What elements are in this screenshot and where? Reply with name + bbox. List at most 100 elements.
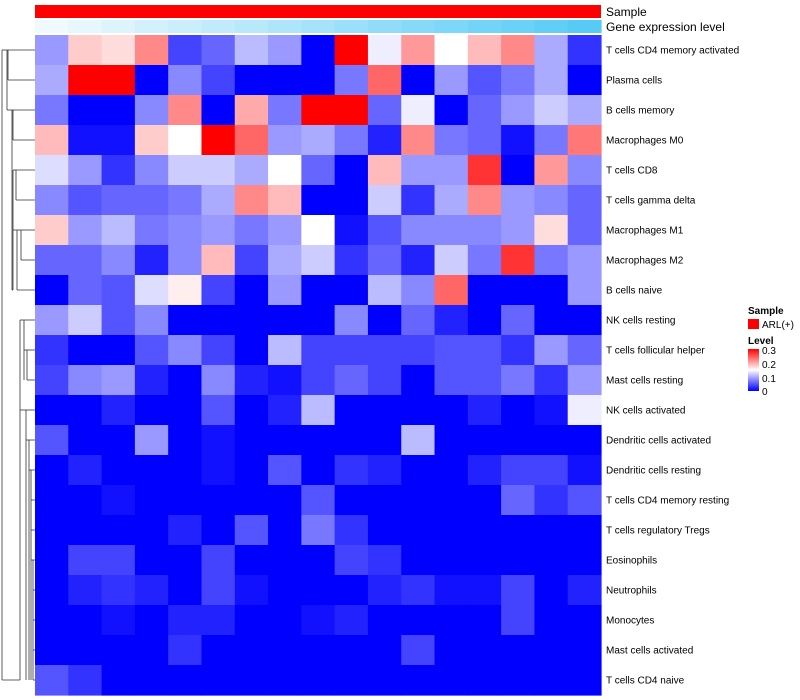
heatmap-cell xyxy=(401,485,436,516)
heatmap-cell xyxy=(567,245,602,276)
legend-sample-title: Sample xyxy=(748,306,784,317)
heatmap-cell xyxy=(134,305,169,336)
heatmap-cell xyxy=(201,275,236,306)
row-label: T cells CD4 memory resting xyxy=(606,496,729,507)
heatmap-cell xyxy=(467,395,502,426)
heatmap-cell xyxy=(401,605,436,636)
heatmap-cell xyxy=(434,635,469,666)
heatmap-cell xyxy=(35,485,69,516)
heatmap-cell xyxy=(101,605,136,636)
heatmap-cell xyxy=(68,575,103,606)
heatmap-cell xyxy=(201,305,236,336)
heatmap-cell xyxy=(401,665,436,696)
heatmap-cell xyxy=(467,335,502,366)
heatmap-cell xyxy=(367,155,402,186)
heatmap-cell xyxy=(367,335,402,366)
heatmap-cell xyxy=(68,635,103,666)
heatmap-cell xyxy=(35,395,69,426)
heatmap-cell xyxy=(434,95,469,126)
heatmap-cell xyxy=(501,65,536,96)
heatmap-cell xyxy=(567,65,602,96)
heatmap-cell xyxy=(367,515,402,546)
heatmap-cell xyxy=(334,395,369,426)
expression-annotation-cell xyxy=(401,20,436,33)
heatmap-cell xyxy=(434,395,469,426)
heatmap-cell xyxy=(467,215,502,246)
expression-annotation-label: Gene expression level xyxy=(606,20,725,34)
heatmap-cell xyxy=(401,155,436,186)
heatmap-cell xyxy=(301,425,336,456)
heatmap-cell xyxy=(134,635,169,666)
heatmap-cell xyxy=(234,35,269,66)
heatmap-cell xyxy=(567,185,602,216)
heatmap-cell xyxy=(35,335,69,366)
heatmap-cell xyxy=(68,455,103,486)
heatmap-cell xyxy=(434,455,469,486)
heatmap-cells xyxy=(35,35,602,696)
heatmap-cell xyxy=(501,605,536,636)
heatmap-cell xyxy=(534,185,569,216)
heatmap-cell xyxy=(334,95,369,126)
heatmap-cell xyxy=(467,665,502,696)
heatmap-cell xyxy=(401,245,436,276)
heatmap-cell xyxy=(201,125,236,156)
heatmap-cell xyxy=(35,275,69,306)
heatmap-cell xyxy=(301,245,336,276)
heatmap-cell xyxy=(501,95,536,126)
heatmap-cell xyxy=(567,155,602,186)
heatmap-cell xyxy=(334,335,369,366)
heatmap-cell xyxy=(401,395,436,426)
heatmap-cell xyxy=(434,245,469,276)
legend-level-tick: 0.2 xyxy=(762,360,776,371)
heatmap-cell xyxy=(234,365,269,396)
heatmap-cell xyxy=(35,575,69,606)
heatmap-cell xyxy=(134,455,169,486)
heatmap-cell xyxy=(334,545,369,576)
heatmap-cell xyxy=(301,665,336,696)
heatmap-cell xyxy=(501,635,536,666)
heatmap-cell xyxy=(334,485,369,516)
row-label: B cells naive xyxy=(606,286,663,297)
heatmap-cell xyxy=(334,635,369,666)
heatmap-cell xyxy=(168,515,203,546)
heatmap-cell xyxy=(168,215,203,246)
expression-annotation-cell xyxy=(168,20,203,33)
heatmap-cell xyxy=(68,305,103,336)
expression-annotation-cell xyxy=(434,20,469,33)
heatmap-cell xyxy=(367,575,402,606)
heatmap-cell xyxy=(334,515,369,546)
heatmap-cell xyxy=(301,455,336,486)
heatmap-cell xyxy=(68,65,103,96)
heatmap-cell xyxy=(467,305,502,336)
heatmap-cell xyxy=(401,95,436,126)
heatmap-cell xyxy=(334,245,369,276)
heatmap-cell xyxy=(534,545,569,576)
heatmap-cell xyxy=(301,605,336,636)
heatmap-cell xyxy=(401,335,436,366)
row-label: Mast cells activated xyxy=(606,646,693,657)
heatmap-cell xyxy=(35,455,69,486)
heatmap-cell xyxy=(234,125,269,156)
heatmap-cell xyxy=(201,515,236,546)
expression-annotation-cell xyxy=(268,20,302,33)
row-label: T cells regulatory Tregs xyxy=(606,526,710,537)
heatmap-cell xyxy=(467,575,502,606)
heatmap-cell xyxy=(401,365,436,396)
heatmap-cell xyxy=(534,395,569,426)
heatmap-cell xyxy=(201,665,236,696)
heatmap-cell xyxy=(101,185,136,216)
heatmap-cell xyxy=(201,245,236,276)
heatmap-cell xyxy=(467,155,502,186)
heatmap-cell xyxy=(467,125,502,156)
heatmap-cell xyxy=(168,425,203,456)
heatmap-cell xyxy=(534,65,569,96)
heatmap-cell xyxy=(168,365,203,396)
heatmap-cell xyxy=(168,665,203,696)
heatmap-cell xyxy=(35,95,69,126)
heatmap-cell xyxy=(101,365,136,396)
heatmap-cell xyxy=(268,455,302,486)
heatmap-cell xyxy=(101,545,136,576)
heatmap-cell xyxy=(567,275,602,306)
heatmap-cell xyxy=(367,635,402,666)
